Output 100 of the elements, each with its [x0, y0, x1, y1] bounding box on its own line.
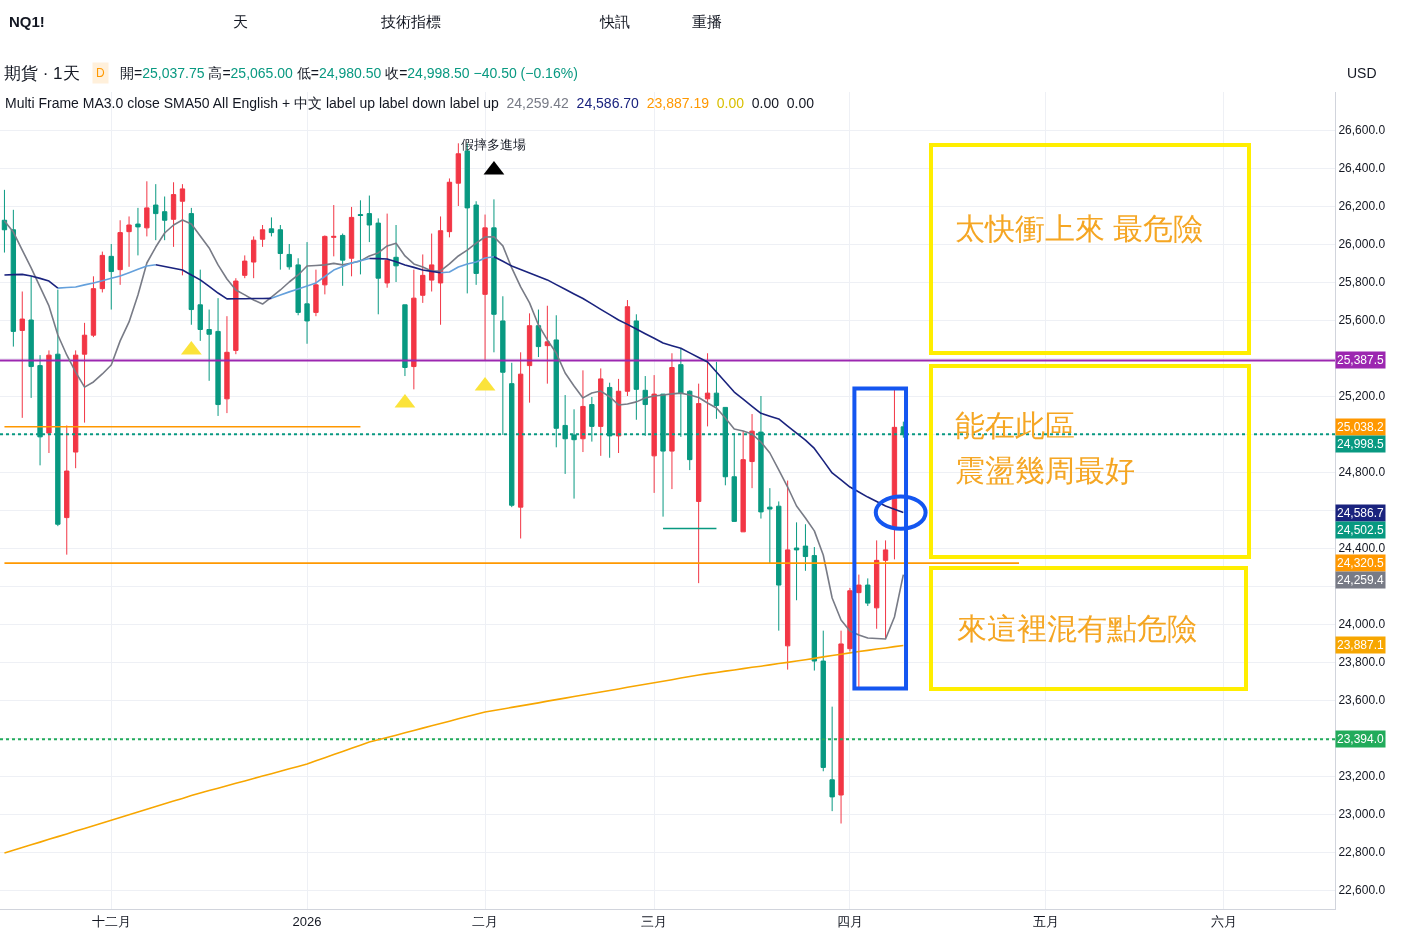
candlestick [713, 361, 720, 420]
annotation: 0.00 [716, 95, 745, 111]
annotation: 0.00 [751, 95, 780, 111]
candlestick [64, 424, 70, 556]
candlestick [633, 313, 640, 421]
annotation: 假摔多進場 [461, 137, 526, 152]
y-tick-label: 22,800.0 [1338, 845, 1386, 860]
ref-line-label: 24,998.5 [1337, 437, 1385, 451]
text: 天 [233, 13, 248, 30]
candlestick [90, 275, 97, 338]
candlestick [393, 224, 399, 283]
line-series [3, 219, 905, 640]
y-tick-label: 23,600.0 [1338, 693, 1386, 708]
candlestick [669, 352, 675, 490]
annotation: 0.00 [786, 95, 815, 111]
text: 25,038.2 [1337, 420, 1385, 434]
candlestick [295, 257, 301, 316]
candlestick [206, 309, 212, 382]
text: 開=25,037.75 高=25,065.00 低=24,980.50 收=24,998.50 −40.50 (−0.16%) [120, 65, 578, 81]
annotation: 太快衝上來 最危險 [955, 212, 1204, 245]
candlestick [784, 480, 791, 671]
candlestick [580, 369, 586, 453]
annotation: 來這裡混有點危險 [957, 612, 1197, 645]
candlestick [873, 539, 880, 630]
candlestick [482, 214, 488, 361]
text: 技術指標 [380, 13, 441, 30]
candlestick [704, 352, 711, 427]
candlestick [384, 213, 390, 289]
candlestick [651, 374, 657, 494]
candlestick [856, 574, 862, 690]
candlestick [517, 351, 524, 539]
candlestick [802, 523, 809, 572]
candlestick [598, 367, 604, 457]
y-tick-label: 23,000.0 [1338, 807, 1386, 822]
candlestick [233, 277, 239, 355]
candlestick [366, 195, 373, 243]
y-tick-label: 24,800.0 [1338, 465, 1386, 480]
candlestick [224, 315, 230, 414]
candlestick [46, 349, 52, 454]
candlestick [793, 521, 800, 601]
y-tick-label: 24,400.0 [1338, 541, 1386, 556]
y-tick-label: 25,200.0 [1338, 389, 1386, 404]
candlestick [455, 142, 462, 207]
candlestick [624, 299, 631, 397]
candlestick [153, 183, 159, 241]
candlestick [437, 215, 444, 326]
text: 重播 [692, 13, 722, 30]
y-tick-label: 26,200.0 [1338, 199, 1386, 214]
candlestick [446, 177, 453, 238]
candlestick [544, 305, 551, 385]
text: NQ1! [9, 13, 45, 30]
candlestick [882, 539, 889, 639]
y-tick-label: 25,800.0 [1338, 275, 1386, 290]
y-tick-label: 26,600.0 [1338, 123, 1386, 138]
candlestick [811, 546, 818, 672]
text: 24,320.5 [1337, 556, 1385, 570]
candlestick [179, 183, 186, 276]
candlestick [526, 312, 533, 404]
annotation: 能在此區 [955, 409, 1075, 442]
candlestick [242, 254, 248, 279]
candlestick [491, 198, 497, 353]
y-tick-label: 24,000.0 [1338, 617, 1386, 632]
candlestick [197, 269, 203, 342]
candlestick [259, 224, 266, 248]
candlestick [19, 291, 25, 419]
text: 24,586.7 [1337, 506, 1385, 520]
candlestick [144, 180, 150, 237]
candlestick [304, 241, 310, 345]
candlestick [135, 207, 141, 256]
x-tick-label: 二月 [472, 913, 499, 929]
line-series [3, 644, 905, 854]
candlestick [749, 413, 755, 489]
candlestick [838, 630, 844, 824]
candlestick [313, 269, 319, 317]
annotation: 震盪幾周最好 [955, 454, 1135, 487]
candlestick [740, 430, 746, 533]
text: USD [1347, 65, 1377, 81]
candlestick [820, 630, 826, 772]
candlestick [277, 224, 284, 271]
candlestick [473, 200, 479, 286]
candlestick [108, 243, 114, 311]
candlestick [428, 233, 435, 292]
candlestick [28, 275, 34, 399]
candlestick [126, 215, 132, 268]
annotation: 24,259.42 [506, 95, 570, 111]
x-tick-label: 四月 [836, 913, 863, 929]
candlestick [339, 233, 346, 287]
annotation: 23,887.19 [646, 95, 710, 111]
x-tick-label: 十二月 [91, 913, 131, 929]
ref-line-label: 23,394.0 [1337, 732, 1385, 746]
y-tick-label: 23,200.0 [1338, 769, 1386, 784]
candlestick [865, 577, 871, 607]
candlestick [891, 387, 898, 560]
chart-title: 期貨 · 1天 [4, 63, 80, 83]
candlestick [268, 216, 275, 237]
x-tick-label: 2026 [292, 913, 322, 929]
y-tick-label: 25,600.0 [1338, 313, 1386, 328]
candlestick [375, 217, 381, 315]
candlestick [170, 181, 177, 248]
candlestick [81, 322, 88, 424]
